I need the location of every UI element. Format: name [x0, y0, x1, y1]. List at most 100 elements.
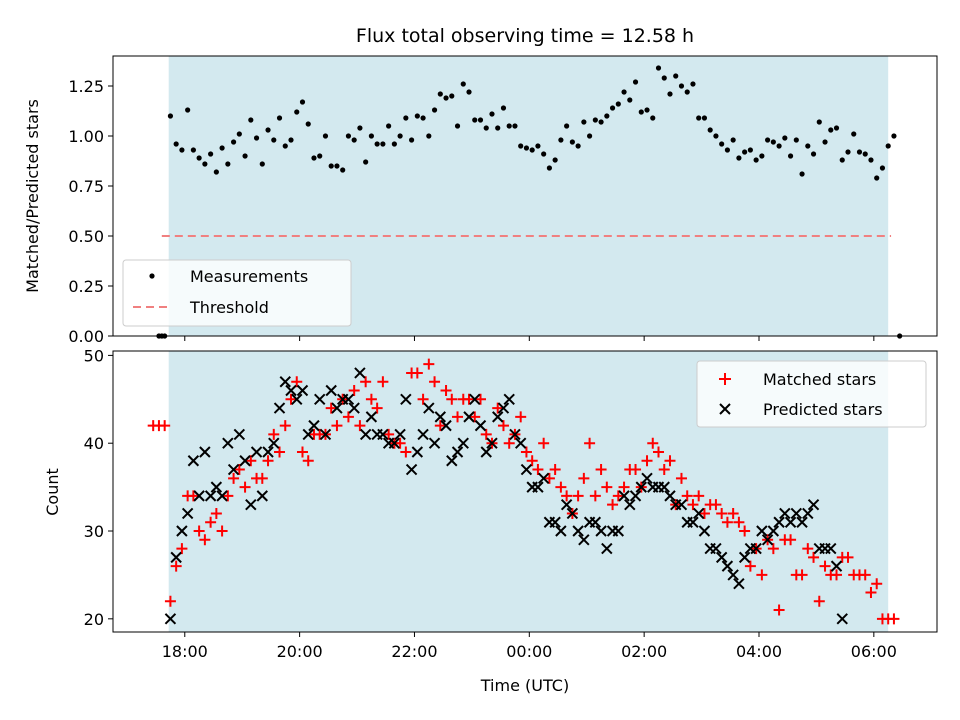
- measurement-point: [368, 133, 374, 139]
- predicted-star-point: [354, 367, 366, 379]
- matched-star-point: [526, 455, 538, 467]
- measurement-point: [833, 125, 840, 131]
- matched-star-point: [520, 446, 532, 458]
- measurement-point: [299, 99, 306, 105]
- predicted-star-point: [635, 481, 647, 493]
- matched-star-point: [222, 490, 234, 502]
- measurement-point: [644, 107, 650, 113]
- predicted-star-point: [572, 525, 584, 537]
- predicted-star-point: [664, 490, 676, 502]
- matched-star-point: [675, 472, 687, 484]
- measurement-point: [615, 101, 621, 107]
- matched-star-point: [371, 402, 383, 414]
- matched-star-point: [549, 464, 561, 476]
- top-legend-box: [122, 259, 352, 327]
- top-y-tick-label: 0.75: [68, 177, 104, 196]
- matched-star-point: [423, 358, 435, 370]
- legend-threshold-label: Threshold: [189, 298, 269, 317]
- predicted-star-point: [199, 446, 211, 458]
- predicted-star-point: [348, 402, 360, 414]
- matched-star-point: [767, 543, 779, 555]
- top-axes-frame: [112, 55, 938, 337]
- predicted-star-point: [463, 411, 475, 423]
- predicted-star-point: [497, 402, 510, 414]
- predicted-star-point: [836, 613, 848, 625]
- measurement-point: [196, 155, 202, 161]
- matched-star-point: [693, 490, 705, 502]
- predicted-star-point: [509, 428, 521, 441]
- x-axis-label: Time (UTC): [480, 676, 569, 695]
- matched-star-point: [842, 551, 854, 563]
- measurement-point: [276, 115, 283, 121]
- measurement-point: [586, 133, 593, 139]
- matched-star-point: [164, 595, 176, 607]
- matched-star-point: [325, 402, 337, 414]
- predicted-star-point: [767, 525, 780, 537]
- matched-star-point: [480, 428, 492, 440]
- predicted-star-point: [440, 419, 452, 432]
- measurement-point: [696, 115, 702, 121]
- predicted-star-point: [342, 393, 355, 406]
- measurement-point: [552, 157, 558, 163]
- measurement-point: [724, 147, 731, 153]
- measurement-point: [816, 119, 822, 125]
- measurement-point: [472, 117, 478, 123]
- x-tick-label: 22:00: [391, 642, 437, 661]
- measurement-point: [305, 121, 311, 127]
- predicted-star-point: [641, 472, 653, 485]
- measurement-point: [701, 115, 708, 121]
- matched-star-point: [291, 376, 303, 388]
- predicted-star-point: [629, 490, 642, 502]
- matched-star-point: [538, 437, 550, 449]
- matched-star-point: [463, 393, 475, 405]
- measurement-point: [357, 125, 363, 131]
- measurement-point: [650, 115, 656, 121]
- measurement-point: [208, 151, 214, 157]
- matched-star-point: [721, 516, 733, 528]
- predicted-star-point: [715, 551, 728, 564]
- x-tick-label: 00:00: [506, 642, 552, 661]
- figure-title: Flux total observing time = 12.58 h: [356, 25, 694, 47]
- top-y-tick-label: 0.50: [68, 227, 104, 246]
- x-tick-label: 02:00: [621, 642, 667, 661]
- predicted-star-point: [250, 446, 263, 458]
- matched-star-point: [658, 464, 670, 476]
- predicted-star-point: [314, 393, 326, 406]
- matched-star-point: [572, 490, 584, 502]
- top-x-ticks: [184, 336, 875, 341]
- predicted-star-point: [727, 569, 739, 581]
- measurement-point: [569, 139, 575, 145]
- measurement-point: [787, 153, 794, 159]
- measurement-point: [317, 153, 323, 159]
- predicted-star-point: [779, 507, 791, 520]
- predicted-star-point: [514, 437, 527, 449]
- matched-star-point: [440, 385, 452, 397]
- measurement-point: [810, 151, 817, 157]
- measurement-point: [179, 147, 185, 153]
- top-y-tick-label: 1.25: [68, 77, 104, 96]
- top-legend: Measurements Threshold: [122, 259, 352, 327]
- matched-star-point: [773, 604, 785, 616]
- measurement-point: [862, 151, 868, 157]
- measurement-point: [770, 139, 776, 145]
- bottom-y-tick-label: 50: [84, 346, 104, 365]
- bottom-x-ticks: 18:00 20:00 22:00 00:00 02:00 04:00 06:00: [162, 632, 897, 661]
- matched-star-point: [354, 420, 366, 432]
- measurement-point: [678, 83, 685, 89]
- predicted-star-point: [503, 393, 515, 406]
- matched-star-point: [819, 560, 831, 572]
- measurement-point: [747, 147, 753, 153]
- measurement-point: [506, 123, 512, 129]
- predicted-star-point: [560, 498, 573, 511]
- bottom-panel: 20 30 40 50 18:00 20:00 22:00 00:00 02:00 04:00 0…: [43, 346, 938, 695]
- measurement-point: [851, 131, 857, 137]
- measurement-point: [874, 175, 880, 181]
- predicted-star-point: [618, 490, 630, 502]
- measurement-point: [799, 171, 805, 177]
- matched-star-point: [348, 385, 360, 397]
- matched-star-point: [233, 464, 245, 476]
- matched-star-point: [802, 543, 814, 555]
- predicted-star-point: [262, 446, 274, 458]
- measurement-point: [242, 153, 248, 159]
- measurement-point: [879, 165, 886, 171]
